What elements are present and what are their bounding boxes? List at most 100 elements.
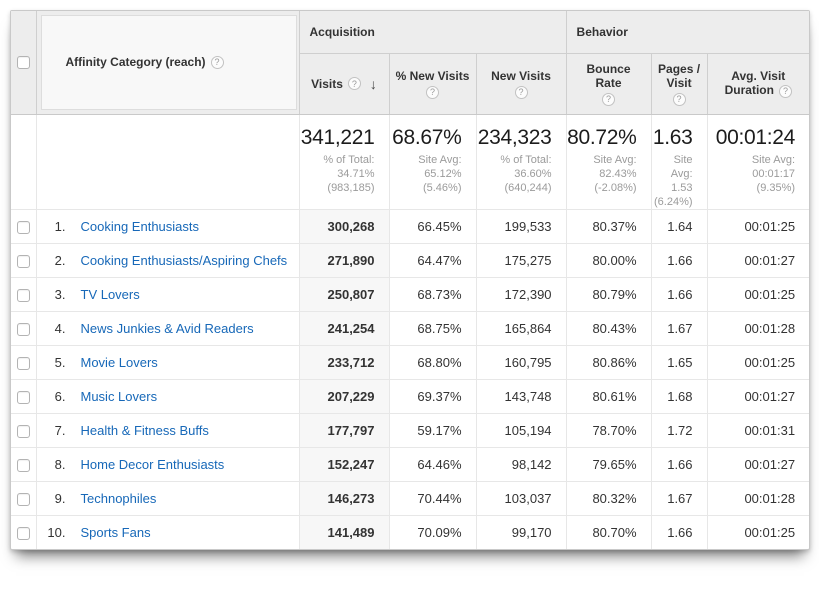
new-visits-pct-cell: 69.37% xyxy=(388,378,476,413)
row-checkbox[interactable] xyxy=(16,220,30,234)
summary-new-visits-value: 234,323 xyxy=(477,125,552,149)
row-dimension-cell: 2. Cooking Enthusiasts/Aspiring Chefs xyxy=(35,242,299,277)
new-visits-pct-cell: 64.46% xyxy=(388,446,476,481)
row-checkbox[interactable] xyxy=(16,526,30,540)
column-header-new-visits-pct[interactable]: % New Visits ? xyxy=(388,52,476,115)
category-link[interactable]: Cooking Enthusiasts xyxy=(80,218,200,234)
category-link[interactable]: TV Lovers xyxy=(80,286,140,302)
row-dimension-cell: 9. Technophiles xyxy=(35,480,299,515)
row-checkbox[interactable] xyxy=(16,458,30,472)
category-link[interactable]: Music Lovers xyxy=(80,388,158,404)
table-row: 5. Movie Lovers 233,712 68.80% 160,795 80… xyxy=(11,344,810,379)
summary-new-visits-pct-value: 68.67% xyxy=(392,125,462,149)
category-link[interactable]: Health & Fitness Buffs xyxy=(80,422,209,438)
bounce-rate-help-icon[interactable]: ? xyxy=(602,92,616,106)
table-row: 9. Technophiles 146,273 70.44% 103,037 80… xyxy=(11,480,810,515)
group-header-behavior: Behavior xyxy=(565,11,810,53)
visits-cell: 152,247 xyxy=(298,446,389,481)
row-number: 1. xyxy=(54,218,66,234)
visits-cell: 233,712 xyxy=(298,344,389,379)
visits-cell: 271,890 xyxy=(298,242,389,277)
new-visits-cell: 143,748 xyxy=(475,378,567,413)
pages-visit-cell: 1.67 xyxy=(650,480,708,515)
analytics-report-card: Affinity Category (reach) ? Acquisition … xyxy=(10,10,810,550)
sort-desc-icon[interactable]: ↓ xyxy=(369,75,377,92)
summary-pages-visit-value: 1.63 xyxy=(652,125,693,149)
row-checkbox[interactable] xyxy=(16,288,30,302)
row-checkbox[interactable] xyxy=(16,390,30,404)
group-header-acquisition: Acquisition xyxy=(298,11,567,53)
visits-cell: 141,489 xyxy=(298,514,389,549)
row-checkbox-cell xyxy=(11,208,36,243)
column-header-visits[interactable]: Visits ? ↓ xyxy=(298,52,389,115)
dimension-help-icon[interactable]: ? xyxy=(210,55,224,69)
avg-duration-cell: 00:01:31 xyxy=(706,412,810,447)
category-link[interactable]: Cooking Enthusiasts/Aspiring Chefs xyxy=(80,252,288,268)
row-number: 10. xyxy=(47,524,66,540)
summary-empty-checkbox-cell xyxy=(11,114,36,209)
table-row: 10. Sports Fans 141,489 70.09% 99,170 80.… xyxy=(11,514,810,549)
summary-avg-duration: 00:01:24 Site Avg: 00:01:17 (9.35%) xyxy=(706,114,810,209)
row-number: 3. xyxy=(54,286,66,302)
row-number: 4. xyxy=(54,320,66,336)
bounce-rate-cell: 79.65% xyxy=(565,446,652,481)
table-row: 6. Music Lovers 207,229 69.37% 143,748 80… xyxy=(11,378,810,413)
visits-help-icon[interactable]: ? xyxy=(347,77,361,90)
row-checkbox[interactable] xyxy=(16,424,30,438)
new-visits-cell: 175,275 xyxy=(475,242,567,277)
new-visits-help-icon[interactable]: ? xyxy=(514,85,528,99)
pages-visit-cell: 1.66 xyxy=(650,242,708,277)
new-visits-pct-cell: 70.09% xyxy=(388,514,476,549)
select-all-checkbox[interactable] xyxy=(16,56,30,70)
summary-visits-sub: % of Total: 34.71% (983,185) xyxy=(323,153,375,194)
new-visits-cell: 98,142 xyxy=(475,446,567,481)
avg-duration-cell: 00:01:25 xyxy=(706,208,810,243)
category-link[interactable]: Home Decor Enthusiasts xyxy=(80,456,225,472)
new-visits-pct-cell: 68.73% xyxy=(388,276,476,311)
row-checkbox[interactable] xyxy=(16,254,30,268)
table-row: 3. TV Lovers 250,807 68.73% 172,390 80.79… xyxy=(11,276,810,311)
new-visits-pct-help-icon[interactable]: ? xyxy=(426,85,439,99)
category-link[interactable]: Technophiles xyxy=(80,490,157,506)
affinity-report-table: Affinity Category (reach) ? Acquisition … xyxy=(11,11,810,549)
summary-pages-visit: 1.63 Site Avg: 1.53 (6.24%) xyxy=(650,114,708,209)
table-row: 7. Health & Fitness Buffs 177,797 59.17% … xyxy=(11,412,810,447)
new-visits-pct-cell: 68.80% xyxy=(388,344,476,379)
category-link[interactable]: Movie Lovers xyxy=(80,354,158,370)
bounce-rate-cell: 80.61% xyxy=(565,378,652,413)
summary-visits-value: 341,221 xyxy=(300,125,375,149)
column-label-bounce-rate: Bounce Rate xyxy=(586,61,631,90)
summary-new-visits: 234,323 % of Total: 36.60% (640,244) xyxy=(475,114,567,209)
column-header-new-visits[interactable]: New Visits ? xyxy=(475,52,567,115)
column-header-bounce-rate[interactable]: Bounce Rate ? xyxy=(565,52,652,115)
new-visits-cell: 99,170 xyxy=(475,514,567,549)
row-checkbox[interactable] xyxy=(16,492,30,506)
column-label-visits: Visits xyxy=(311,76,343,91)
category-link[interactable]: Sports Fans xyxy=(80,524,151,540)
bounce-rate-cell: 80.37% xyxy=(565,208,652,243)
row-checkbox[interactable] xyxy=(16,356,30,370)
column-header-pages-visit[interactable]: Pages / Visit ? xyxy=(650,52,708,115)
dimension-selector[interactable]: Affinity Category (reach) ? xyxy=(40,15,297,110)
pages-visit-help-icon[interactable]: ? xyxy=(672,92,686,106)
bounce-rate-cell: 80.32% xyxy=(565,480,652,515)
pages-visit-cell: 1.68 xyxy=(650,378,708,413)
select-all-cell xyxy=(11,11,36,115)
bounce-rate-cell: 80.70% xyxy=(565,514,652,549)
column-label-new-visits-pct: % New Visits xyxy=(395,68,470,83)
dimension-label: Affinity Category (reach) xyxy=(65,55,206,70)
new-visits-cell: 160,795 xyxy=(475,344,567,379)
avg-duration-help-icon[interactable]: ? xyxy=(778,84,792,98)
visits-cell: 207,229 xyxy=(298,378,389,413)
avg-duration-cell: 00:01:27 xyxy=(706,378,810,413)
row-checkbox[interactable] xyxy=(16,322,30,336)
column-header-avg-duration[interactable]: Avg. Visit Duration? xyxy=(706,52,810,115)
new-visits-cell: 105,194 xyxy=(475,412,567,447)
avg-duration-cell: 00:01:27 xyxy=(706,446,810,481)
category-link[interactable]: News Junkies & Avid Readers xyxy=(80,320,254,336)
summary-bounce-rate-sub: Site Avg: 82.43% (-2.08%) xyxy=(593,153,637,194)
bounce-rate-cell: 78.70% xyxy=(565,412,652,447)
pages-visit-cell: 1.65 xyxy=(650,344,708,379)
row-checkbox-cell xyxy=(11,242,36,277)
summary-pages-visit-sub: Site Avg: 1.53 (6.24%) xyxy=(654,153,693,208)
